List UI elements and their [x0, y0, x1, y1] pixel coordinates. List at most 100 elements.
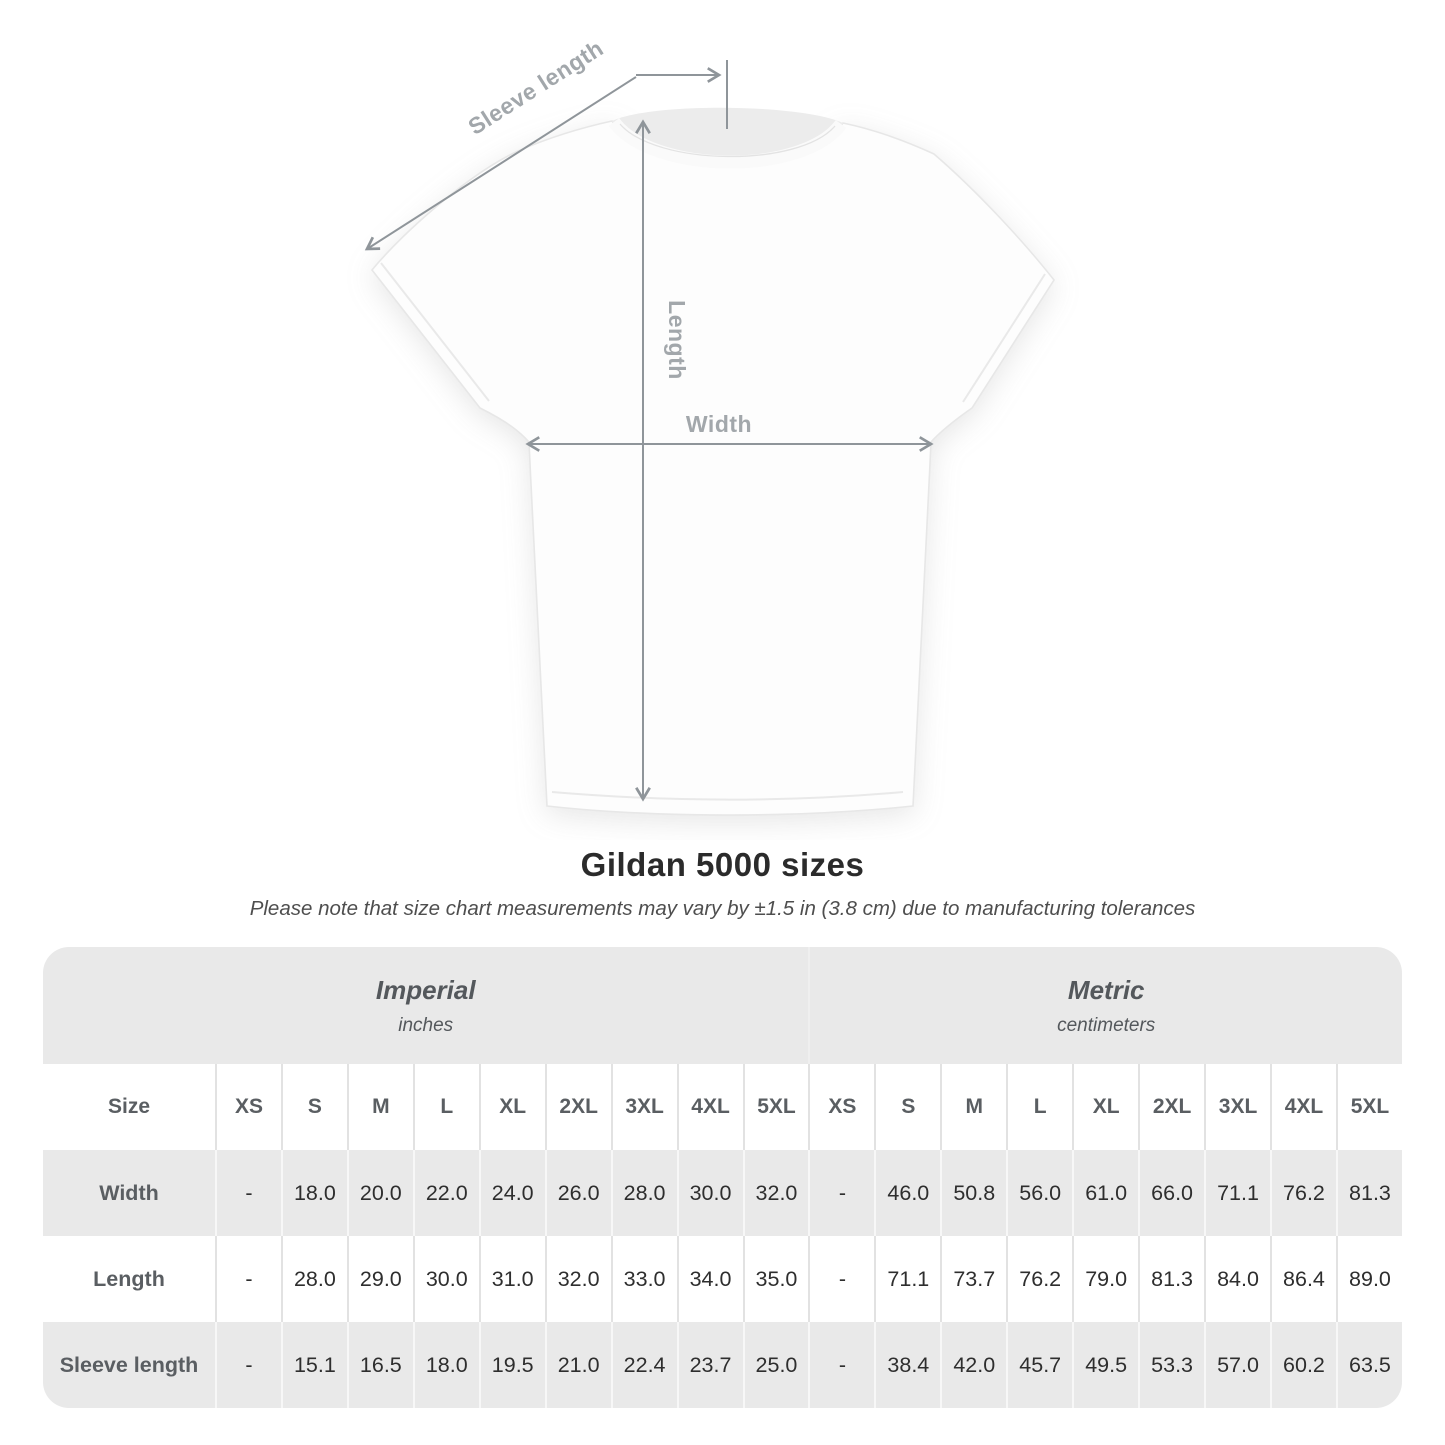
sleeve-length-label: Sleeve length: [463, 35, 608, 140]
measurement-cell: 42.0: [940, 1322, 1007, 1408]
measurement-cell: 73.7: [940, 1236, 1007, 1322]
sleeve-length-arrow: [364, 76, 637, 251]
measurement-cell: 79.0: [1072, 1236, 1139, 1322]
right-cuff-seam: [962, 273, 1046, 403]
size-header-cell: 4XL: [676, 1064, 743, 1150]
size-header-cell: 4XL: [1270, 1064, 1336, 1150]
size-table-wrap: Imperial inches Metric centimeters Size XS S M L…: [43, 947, 1402, 1408]
tshirt-silhouette: [370, 120, 1055, 816]
measurement-row-label: Length: [43, 1236, 215, 1322]
size-table: Imperial inches Metric centimeters Size XS S M L…: [43, 947, 1402, 1408]
measurement-cell: -: [215, 1236, 281, 1322]
measurement-cell: 28.0: [610, 1150, 677, 1236]
measurement-cell: 30.0: [676, 1150, 743, 1236]
size-header-cell: XS: [808, 1064, 875, 1150]
measurement-cell: 76.2: [1006, 1236, 1073, 1322]
size-header-cell: 2XL: [544, 1064, 611, 1150]
measurement-cell: 35.0: [742, 1236, 809, 1322]
unit-group-name: Metric: [1067, 974, 1145, 1005]
measurement-cell: 15.1: [280, 1322, 347, 1408]
size-header-cell: 5XL: [1335, 1064, 1402, 1150]
size-header-cell: 5XL: [742, 1064, 809, 1150]
measurement-cell: 71.1: [874, 1236, 941, 1322]
tshirt-graphic: [370, 107, 1055, 816]
measurement-cell: 50.8: [940, 1150, 1007, 1236]
collar-band: [608, 117, 847, 169]
unit-header-row: Imperial inches Metric centimeters: [43, 947, 1402, 1064]
measurement-cell: 31.0: [478, 1236, 545, 1322]
size-header-cell: XL: [478, 1064, 545, 1150]
measurement-cell: 57.0: [1204, 1322, 1270, 1408]
measurement-cell: 28.0: [280, 1236, 347, 1322]
measurement-cell: 32.0: [544, 1236, 611, 1322]
size-header-cell: L: [412, 1064, 479, 1150]
measurement-cell: 71.1: [1204, 1150, 1270, 1236]
measurement-cell: 63.5: [1335, 1322, 1402, 1408]
measurement-cell: 30.0: [412, 1236, 479, 1322]
width-label: Width: [686, 411, 752, 437]
measurement-cell: 33.0: [610, 1236, 677, 1322]
size-header-cell: M: [346, 1064, 413, 1150]
size-header-cell: XS: [215, 1064, 281, 1150]
measurement-cell: 81.3: [1335, 1150, 1402, 1236]
measurement-cell: 84.0: [1204, 1236, 1270, 1322]
measurement-cell: 45.7: [1006, 1322, 1073, 1408]
unit-group-imperial: Imperial inches: [43, 947, 809, 1064]
table-row: Sleeve length -15.1 16.5 18.0 19.5 21.0 22.4 23…: [43, 1322, 1402, 1408]
measurement-cell: 19.5: [478, 1322, 545, 1408]
tshirt-measurement-diagram: Sleeve length Length Width: [364, 35, 1055, 816]
measurement-cell: 66.0: [1138, 1150, 1205, 1236]
measurement-cell: 20.0: [346, 1150, 413, 1236]
measurement-cell: 23.7: [676, 1322, 743, 1408]
measurement-cell: -: [808, 1236, 875, 1322]
measurement-cell: 18.0: [280, 1150, 347, 1236]
size-header-cell: 3XL: [610, 1064, 677, 1150]
measurement-cell: 86.4: [1270, 1236, 1336, 1322]
table-row: Width -18.0 20.0 22.0 24.0 26.0 28.0 30.0 32.0-4…: [43, 1150, 1402, 1236]
measurement-cell: 34.0: [676, 1236, 743, 1322]
page-title: Gildan 5000 sizes: [580, 846, 865, 883]
measurement-cell: 46.0: [874, 1150, 941, 1236]
measurement-cell: 18.0: [412, 1322, 479, 1408]
size-header-cell: 3XL: [1204, 1064, 1270, 1150]
unit-group-name: Imperial: [375, 974, 476, 1005]
measurement-cell: 22.0: [412, 1150, 479, 1236]
size-header-cell: 2XL: [1138, 1064, 1205, 1150]
measurement-cell: -: [215, 1322, 281, 1408]
measurement-cell: -: [215, 1150, 281, 1236]
size-header-cell: XL: [1072, 1064, 1139, 1150]
measurement-cell: -: [808, 1322, 875, 1408]
measurement-cell: 21.0: [544, 1322, 611, 1408]
measurement-cell: 76.2: [1270, 1150, 1336, 1236]
measurement-cell: -: [808, 1150, 875, 1236]
measurement-cell: 56.0: [1006, 1150, 1073, 1236]
size-header-cell: L: [1006, 1064, 1073, 1150]
size-header-cell: S: [874, 1064, 941, 1150]
measurement-cell: 61.0: [1072, 1150, 1139, 1236]
measurement-cell: 32.0: [742, 1150, 809, 1236]
hem-seam: [551, 791, 904, 801]
measurement-cell: 60.2: [1270, 1322, 1336, 1408]
unit-group-metric: Metric centimeters: [808, 947, 1402, 1064]
measurement-cell: 24.0: [478, 1150, 545, 1236]
unit-group-unit: centimeters: [1057, 1014, 1156, 1036]
measurement-arrows: [364, 60, 934, 802]
size-header-cell: M: [940, 1064, 1007, 1150]
measurement-cell: 16.5: [346, 1322, 413, 1408]
heading-block: Gildan 5000 sizes Please note that size …: [0, 846, 1445, 921]
unit-group-unit: inches: [398, 1014, 454, 1036]
table-row: Length -28.0 29.0 30.0 31.0 32.0 33.0 34.0 35.0-…: [43, 1236, 1402, 1322]
measurement-row-label: Sleeve length: [43, 1322, 215, 1408]
tolerance-note: Please note that size chart measurements…: [249, 897, 1196, 920]
left-cuff-seam: [380, 262, 490, 402]
measurement-cell: 25.0: [742, 1322, 809, 1408]
measurement-row-label: Width: [43, 1150, 215, 1236]
size-header-row: Size XS S M L XL 2XL 3XL 4XL 5XL XS S M L XL 2XL 3XL 4XL 5…: [43, 1064, 1402, 1150]
size-header-cell: S: [280, 1064, 347, 1150]
measurement-cell: 49.5: [1072, 1322, 1139, 1408]
measurement-cell: 89.0: [1335, 1236, 1402, 1322]
size-column-header: Size: [43, 1064, 215, 1150]
measurement-cell: 81.3: [1138, 1236, 1205, 1322]
measurement-cell: 22.4: [610, 1322, 677, 1408]
measurement-cell: 53.3: [1138, 1322, 1205, 1408]
